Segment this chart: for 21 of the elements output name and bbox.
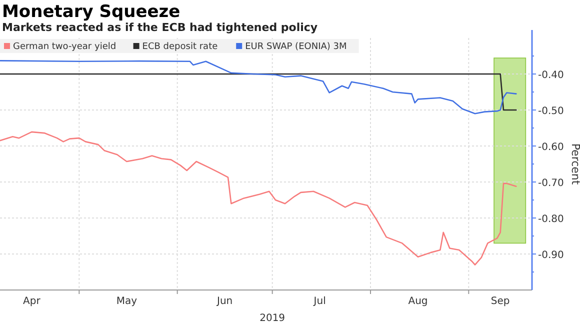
- chart-title: Monetary Squeeze: [2, 2, 180, 22]
- legend-label: EUR SWAP (EONIA) 3M: [245, 42, 347, 52]
- y-tick-label: -0.60: [538, 142, 564, 153]
- y-tick-label: -0.50: [538, 106, 564, 117]
- x-tick-label: May: [116, 296, 138, 307]
- x-tick-label: Apr: [23, 296, 42, 307]
- y-tick-label: -0.80: [538, 214, 564, 225]
- y-axis-title: Percent: [569, 143, 580, 186]
- y-tick-label: -0.90: [538, 250, 564, 261]
- x-tick-label: Sep: [490, 296, 510, 307]
- x-tick-label: Aug: [408, 296, 428, 307]
- legend-label: ECB deposit rate: [142, 42, 218, 52]
- y-tick-label: -0.70: [538, 178, 564, 189]
- y-tick-label: -0.40: [538, 70, 564, 81]
- line-series: [0, 60, 517, 114]
- x-tick-label: Jul: [312, 296, 326, 307]
- x-axis-title: 2019: [260, 313, 286, 324]
- chart-subtitle: Markets reacted as if the ECB had tightened policy: [2, 21, 318, 34]
- line-series: [0, 131, 517, 266]
- x-tick-label: Jun: [216, 296, 233, 307]
- legend-label: German two-year yield: [13, 42, 116, 52]
